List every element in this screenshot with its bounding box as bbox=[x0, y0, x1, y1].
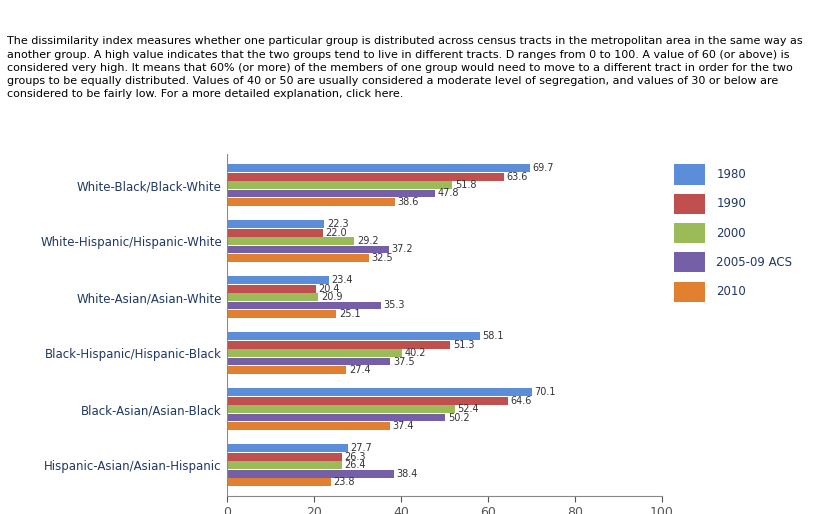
Text: 25.1: 25.1 bbox=[339, 309, 361, 319]
Text: 47.8: 47.8 bbox=[437, 189, 459, 198]
Bar bbox=[227, 254, 369, 262]
Text: 26.3: 26.3 bbox=[344, 452, 366, 462]
Text: 26.4: 26.4 bbox=[345, 460, 366, 470]
Bar bbox=[227, 470, 394, 478]
Text: 58.1: 58.1 bbox=[482, 332, 504, 341]
Text: 70.1: 70.1 bbox=[534, 388, 556, 397]
Text: 38.4: 38.4 bbox=[397, 469, 418, 479]
Bar bbox=[227, 229, 323, 236]
Bar bbox=[227, 173, 504, 180]
Text: 27.7: 27.7 bbox=[351, 444, 372, 453]
Bar bbox=[227, 445, 347, 452]
Text: 32.5: 32.5 bbox=[371, 253, 393, 263]
Bar bbox=[227, 389, 532, 396]
Text: 37.5: 37.5 bbox=[393, 357, 414, 366]
Text: 1980: 1980 bbox=[716, 168, 746, 181]
Text: 23.4: 23.4 bbox=[332, 276, 353, 285]
Bar bbox=[674, 164, 705, 185]
Text: 22.0: 22.0 bbox=[326, 228, 347, 237]
Text: 2010: 2010 bbox=[716, 285, 746, 298]
Bar bbox=[227, 397, 508, 405]
Bar bbox=[227, 190, 435, 197]
Bar bbox=[674, 252, 705, 272]
Text: 51.3: 51.3 bbox=[452, 340, 474, 350]
Bar bbox=[227, 478, 331, 486]
Bar bbox=[227, 198, 395, 206]
Bar bbox=[227, 221, 324, 228]
Bar bbox=[227, 422, 390, 430]
Text: 38.6: 38.6 bbox=[398, 197, 419, 207]
Bar bbox=[227, 277, 329, 284]
Text: The dissimilarity index measures whether one particular group is distributed acr: The dissimilarity index measures whether… bbox=[7, 36, 802, 99]
Bar bbox=[227, 310, 337, 318]
Bar bbox=[227, 414, 446, 421]
Bar bbox=[227, 285, 316, 292]
Text: 23.8: 23.8 bbox=[333, 477, 355, 487]
Bar bbox=[227, 341, 450, 348]
Bar bbox=[674, 282, 705, 302]
Text: Index of Dissimilarity (D): Index of Dissimilarity (D) bbox=[307, 9, 520, 24]
Bar bbox=[227, 181, 452, 189]
Text: 22.3: 22.3 bbox=[327, 219, 348, 229]
Bar bbox=[227, 237, 354, 245]
Bar bbox=[227, 246, 389, 253]
Bar bbox=[674, 194, 705, 214]
Bar bbox=[227, 293, 318, 301]
Bar bbox=[227, 366, 347, 374]
Text: 37.2: 37.2 bbox=[391, 245, 414, 254]
Bar bbox=[227, 405, 455, 413]
Text: 37.4: 37.4 bbox=[393, 421, 414, 431]
Text: 2005-09 ACS: 2005-09 ACS bbox=[716, 256, 792, 269]
Bar bbox=[227, 349, 402, 357]
Text: 69.7: 69.7 bbox=[533, 163, 554, 173]
Bar bbox=[674, 223, 705, 243]
Text: 2000: 2000 bbox=[716, 227, 746, 240]
Text: 64.6: 64.6 bbox=[510, 396, 532, 406]
Text: 35.3: 35.3 bbox=[383, 301, 404, 310]
Text: 63.6: 63.6 bbox=[506, 172, 528, 181]
Text: 40.2: 40.2 bbox=[404, 348, 426, 358]
Bar bbox=[227, 461, 342, 469]
Text: 52.4: 52.4 bbox=[457, 404, 479, 414]
Bar bbox=[227, 164, 530, 172]
Text: 51.8: 51.8 bbox=[455, 180, 476, 190]
Bar bbox=[227, 453, 342, 461]
Text: 29.2: 29.2 bbox=[356, 236, 379, 246]
Bar bbox=[227, 358, 390, 365]
Bar bbox=[227, 302, 380, 309]
Text: 20.4: 20.4 bbox=[318, 284, 340, 293]
Text: 27.4: 27.4 bbox=[349, 365, 370, 375]
Bar bbox=[227, 333, 480, 340]
Text: 20.9: 20.9 bbox=[321, 292, 342, 302]
Text: 1990: 1990 bbox=[716, 197, 746, 210]
Text: 50.2: 50.2 bbox=[448, 413, 470, 423]
